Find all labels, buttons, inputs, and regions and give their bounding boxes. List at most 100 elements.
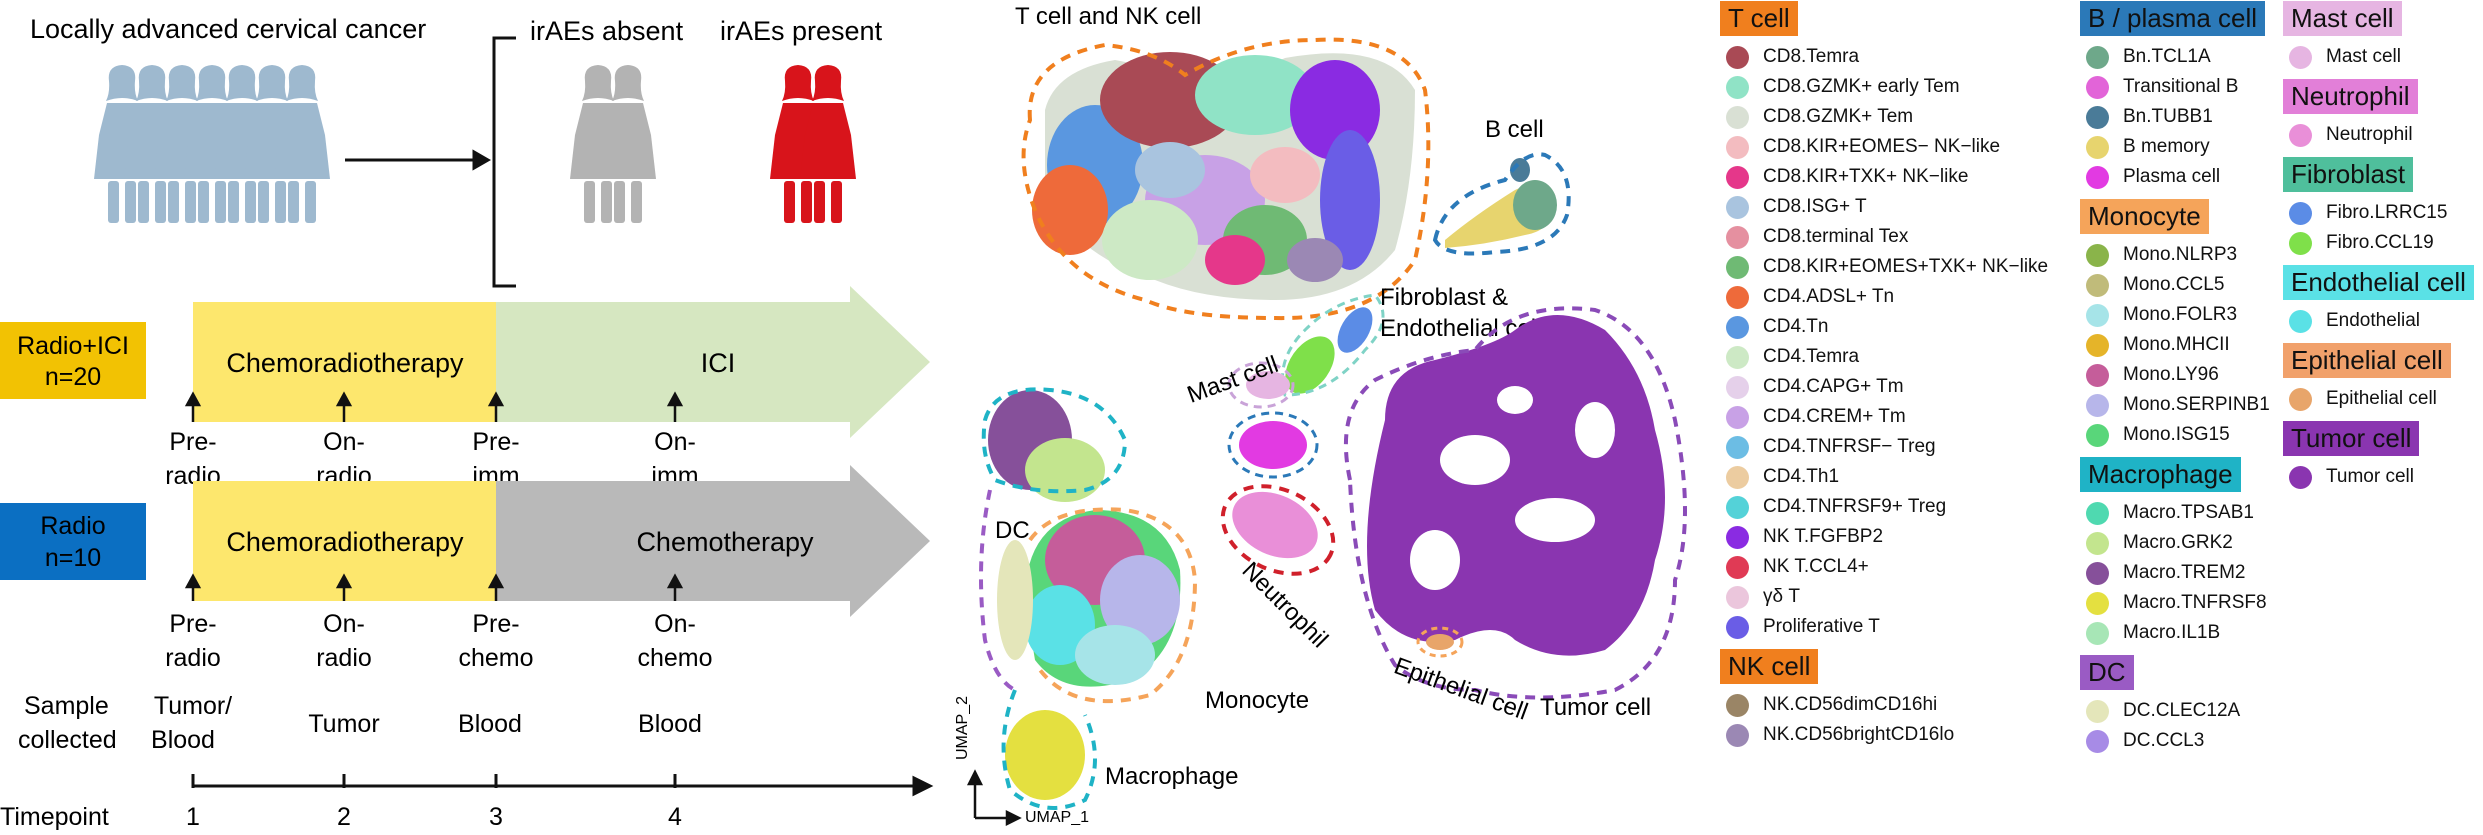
legend-swatch — [2289, 123, 2312, 147]
legend-group-title: T cell — [1720, 1, 1798, 36]
legend-group-title: Fibroblast — [2283, 157, 2414, 192]
legend-item-label: CD4.CAPG+ Tm — [1763, 376, 1904, 397]
arm-1-point-1-a: Pre- — [169, 428, 216, 456]
timepoint-1: 1 — [186, 803, 200, 831]
legend-group: B / plasma cell Bn.TCL1A Transitional B Bn.… — [2078, 0, 2270, 192]
legend-group: Neutrophil Neutrophil — [2281, 78, 2474, 150]
legend-group: Macrophage Macro.TPSAB1 Macro.GRK2 Macro.TR… — [2078, 456, 2270, 648]
legend-item: Mono.NLRP3 — [2078, 240, 2270, 270]
legend-item-label: Endothelial — [2326, 310, 2421, 331]
legend-swatch — [1726, 45, 1749, 69]
legend-item: CD8.GZMK+ Tem — [1718, 102, 2048, 132]
legend-item: Macro.TNFRSF8 — [2078, 588, 2270, 618]
legend-item: CD8.ISG+ T — [1718, 192, 2048, 222]
outline-dc — [979, 489, 1017, 692]
legend-swatch — [2289, 45, 2312, 69]
legend-item: γδ T — [1718, 582, 2048, 612]
arm-1-n: n=20 — [45, 363, 101, 391]
legend-item: CD8.GZMK+ early Tem — [1718, 72, 2048, 102]
legend-item-label: Bn.TCL1A — [2123, 46, 2211, 67]
legend-item: Transitional B — [2078, 72, 2270, 102]
legend-item: Mono.SERPINB1 — [2078, 390, 2270, 420]
legend-item-label: Mono.LY96 — [2123, 364, 2219, 385]
arm-1-badge — [0, 322, 146, 399]
legend-item-label: NK.CD56brightCD16lo — [1763, 724, 1955, 745]
legend-group-title: Macrophage — [2080, 457, 2241, 492]
outline-b — [1432, 152, 1571, 256]
cohort-title: Locally advanced cervical cancer — [30, 14, 426, 44]
legend-item: CD4.Tn — [1718, 312, 2048, 342]
legend-item-label: CD4.TNFRSF− Treg — [1763, 436, 1936, 457]
legend-item: Mono.ISG15 — [2078, 420, 2270, 450]
legend-swatch — [2086, 561, 2109, 585]
legend-item-label: CD8.GZMK+ early Tem — [1763, 76, 1960, 97]
legend-item: CD8.KIR+TXK+ NK−like — [1718, 162, 2048, 192]
study-design-panel: Locally advanced cervical cancer irAEs a… — [0, 14, 934, 831]
legend-item-label: NK T.FGFBP2 — [1763, 526, 1884, 547]
legend-group-title: Endothelial cell — [2283, 265, 2474, 300]
legend-swatch — [1726, 723, 1749, 747]
arm-1-phase-2-label: ICI — [701, 348, 736, 378]
legend-item-label: CD8.GZMK+ Tem — [1763, 106, 1914, 127]
cohort-split-arrow — [345, 36, 516, 288]
legend-item-label: Neutrophil — [2326, 124, 2413, 145]
arm-2-sample-points — [184, 573, 684, 601]
legend-swatch — [1726, 195, 1749, 219]
legend-swatch — [2086, 333, 2109, 357]
legend-item: Mono.FOLR3 — [2078, 300, 2270, 330]
label-mast: Mast cell — [1184, 351, 1282, 409]
legend-item-label: Bn.TUBB1 — [2123, 106, 2213, 127]
legend-item-label: Fibro.CCL19 — [2326, 232, 2434, 253]
arm-1-sample-points — [184, 391, 684, 422]
legend-swatch — [1726, 75, 1749, 99]
arm-2-point-3-b: chemo — [458, 644, 533, 672]
legend-item-label: Proliferative T — [1763, 616, 1880, 637]
legend-item-label: Transitional B — [2123, 76, 2239, 97]
legend-item-label: Epithelial cell — [2326, 388, 2437, 409]
legend-swatch — [2086, 699, 2109, 723]
irae-present-figures — [770, 65, 856, 223]
umap-ylabel: UMAP_2 — [955, 696, 971, 760]
legend-item: CD8.KIR+EOMES+TXK+ NK−like — [1718, 252, 2048, 282]
legend-item-label: Macro.IL1B — [2123, 622, 2221, 643]
legend-item: DC.CLEC12A — [2078, 696, 2270, 726]
legend-item-label: NK T.CCL4+ — [1763, 556, 1869, 577]
cluster-fibro-endo — [1285, 307, 1373, 394]
sample-3: Blood — [458, 710, 522, 738]
legend-item-label: CD8.ISG+ T — [1763, 196, 1867, 217]
legend-swatch — [1726, 345, 1749, 369]
legend-item: Bn.TUBB1 — [2078, 102, 2270, 132]
legend-swatch — [1726, 375, 1749, 399]
cluster-myeloid — [988, 390, 1181, 800]
sample-label-1: Sample — [24, 692, 109, 720]
legend-group: DC DC.CLEC12A DC.CCL3 — [2078, 654, 2270, 756]
legend-item-label: Mono.FOLR3 — [2123, 304, 2238, 325]
legend-item: B memory — [2078, 132, 2270, 162]
arm-2-phase-2-arrow — [496, 465, 930, 617]
label-epithelial: Epithelial cell — [1390, 652, 1531, 725]
legend-swatch — [1726, 555, 1749, 579]
legend-item-label: DC.CLEC12A — [2123, 700, 2241, 721]
legend-swatch — [2086, 363, 2109, 387]
legend-column-2: B / plasma cell Bn.TCL1A Transitional B Bn.… — [2078, 0, 2270, 762]
timepoint-3: 3 — [489, 803, 503, 831]
cluster-tumor-gaps — [1410, 386, 1615, 590]
legend-swatch — [2086, 621, 2109, 645]
legend-item-label: B memory — [2123, 136, 2210, 157]
legend-item: CD8.terminal Tex — [1718, 222, 2048, 252]
legend-item: Fibro.LRRC15 — [2281, 198, 2474, 228]
legend-group: Tumor cell Tumor cell — [2281, 420, 2474, 492]
arm-2-phase-1-label: Chemoradiotherapy — [226, 527, 464, 557]
label-b: B cell — [1485, 116, 1544, 143]
label-fibro-endo-1: Fibroblast & — [1380, 284, 1508, 311]
legend-item-label: CD8.KIR+EOMES− NK−like — [1763, 136, 2001, 157]
legend-item: Neutrophil — [2281, 120, 2474, 150]
legend-swatch — [1726, 135, 1749, 159]
legend-swatch — [2086, 45, 2109, 69]
legend-item-label: CD4.ADSL+ Tn — [1763, 286, 1895, 307]
legend-swatch — [2289, 465, 2312, 489]
legend-item: Macro.IL1B — [2078, 618, 2270, 648]
legend-swatch — [2086, 105, 2109, 129]
legend-group-title: Neutrophil — [2283, 79, 2418, 114]
sample-2: Tumor — [308, 710, 379, 738]
